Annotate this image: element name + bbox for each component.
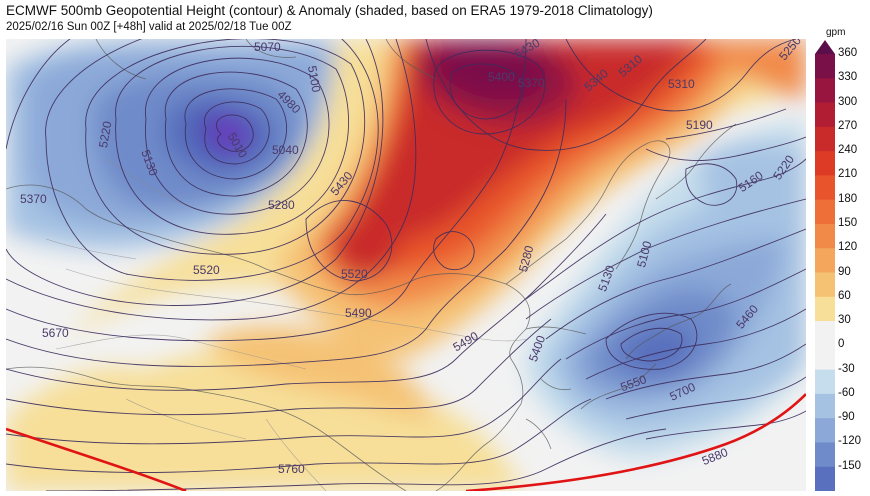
contour-label: 5280 <box>268 198 295 212</box>
contour-label: 5760 <box>278 462 305 476</box>
colorbar-tick-label: 240 <box>838 144 858 157</box>
colorbar <box>815 40 835 492</box>
contour-label: 5220 <box>96 120 114 149</box>
contour-label: 5280 <box>516 244 537 274</box>
colorbar-segment <box>815 272 835 298</box>
colorbar-tick-label: 0 <box>838 338 845 351</box>
colorbar-segment <box>815 321 835 346</box>
contour-label: 5310 <box>668 77 695 91</box>
colorbar-segment <box>815 102 835 128</box>
colorbar-segment <box>815 393 835 419</box>
colorbar-tick-label: 30 <box>838 314 851 327</box>
contour-label: 5520 <box>341 267 368 281</box>
contour-label: 5040 <box>272 143 299 157</box>
colorbar-tick-label: -30 <box>838 362 855 375</box>
colorbar-segment <box>815 345 835 371</box>
contour-5880-line-left <box>6 427 187 491</box>
contour-label: 5190 <box>686 118 713 132</box>
colorbar-segment <box>815 369 835 395</box>
colorbar-segment <box>815 126 835 152</box>
colorbar-graphic <box>815 40 835 492</box>
colorbar-segment <box>815 78 835 104</box>
colorbar-tick-label: 150 <box>838 216 858 229</box>
colorbar-tick-label: 180 <box>838 192 858 205</box>
colorbar-segment <box>815 418 835 443</box>
colorbar-tick-label: 330 <box>838 71 858 84</box>
colorbar-tick-label: 360 <box>838 47 858 59</box>
anomaly-shading <box>6 39 806 491</box>
map-subtitle: 2025/02/16 Sun 00Z [+48h] valid at 2025/… <box>6 21 292 33</box>
colorbar-segment <box>815 199 835 225</box>
borders <box>45 158 527 491</box>
map-title: ECMWF 500mb Geopotential Height (contour… <box>6 3 653 18</box>
contour-label: 5520 <box>193 263 220 277</box>
colorbar-tick-label: 300 <box>838 95 858 108</box>
colorbar-tick-label: -60 <box>838 386 855 399</box>
colorbar-segment <box>815 442 835 468</box>
height-contours <box>6 39 806 491</box>
contour-label: 5370 <box>20 192 47 206</box>
anomaly-map: 5070 5100 4980 5010 5040 5130 5220 5370 … <box>6 39 806 491</box>
contour-label: 5370 <box>518 76 545 90</box>
coastlines <box>6 39 737 491</box>
contour-label: 5490 <box>345 306 372 320</box>
contour-label: 5100 <box>634 239 655 269</box>
colorbar-tick-label: 270 <box>838 119 858 132</box>
colorbar-segment <box>815 466 835 492</box>
colorbar-unit: gpm <box>826 27 846 38</box>
colorbar-segment <box>815 223 835 249</box>
contour-label: 5070 <box>254 40 281 54</box>
colorbar-tick-label: 60 <box>838 289 851 302</box>
contour-label: 5670 <box>42 326 69 340</box>
colorbar-extend-triangle <box>815 40 835 54</box>
contour-5880-line <box>465 393 806 491</box>
contour-label: 5100 <box>305 65 323 94</box>
colorbar-segment <box>815 296 835 322</box>
map-panel: 5070 5100 4980 5010 5040 5130 5220 5370 … <box>6 39 806 491</box>
contour-label: 5400 <box>488 70 515 84</box>
colorbar-segment <box>815 54 835 79</box>
colorbar-tick-label: 120 <box>838 241 858 254</box>
colorbar-segment <box>815 175 835 201</box>
colorbar-tick-label: 90 <box>838 265 851 278</box>
colorbar-tick-label: -150 <box>838 459 862 472</box>
colorbar-tick-label: 210 <box>838 168 858 181</box>
colorbar-segment <box>815 248 835 273</box>
colorbar-tick-label: -120 <box>838 435 862 448</box>
colorbar-segment <box>815 151 835 176</box>
colorbar-tick-label: -90 <box>838 411 855 424</box>
